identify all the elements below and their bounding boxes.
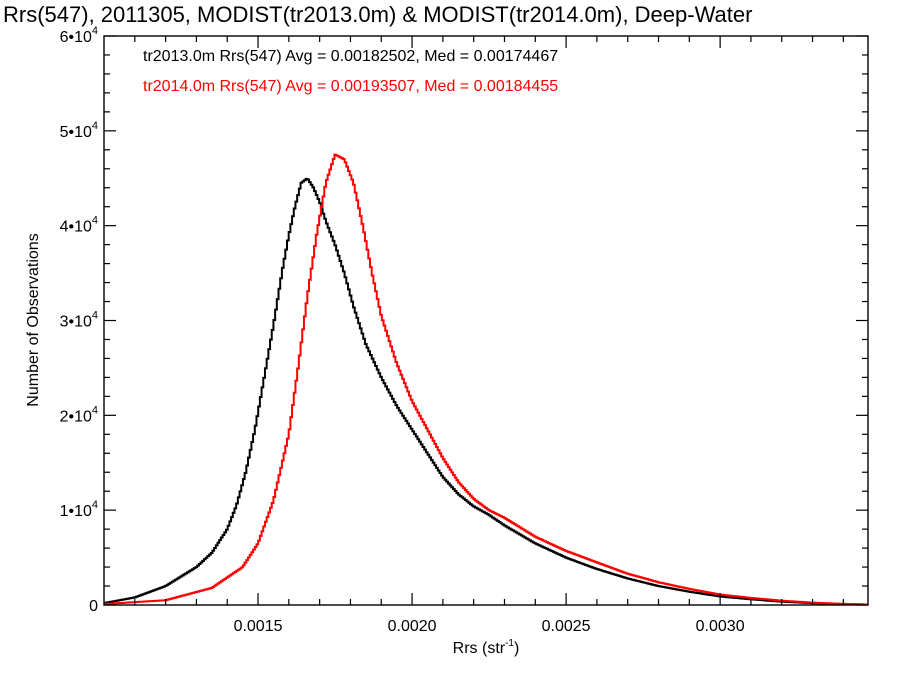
x-axis-label-base: Rrs (str (453, 640, 506, 657)
tick-layer: 0.0015 0.0020 0.0025 0.0030 0 1•104 2•104 3•104… (60, 25, 868, 635)
y-tick-label: 6•104 (60, 25, 98, 46)
series-tr2013.0m-line (104, 177, 868, 606)
x-axis-label-close: ) (514, 640, 519, 657)
y-tick-label: 3•104 (60, 310, 98, 331)
y-axis-label: Number of Observations (25, 233, 42, 406)
y-tick-label: 2•104 (60, 404, 98, 425)
x-axis-label-sup: -1 (505, 638, 514, 649)
x-tick-label: 0.0025 (542, 618, 591, 635)
y-tick-label: 4•104 (60, 215, 98, 236)
y-tick-label: 0 (89, 598, 98, 615)
x-axis-label: Rrs (str-1) (453, 638, 520, 657)
legend-entry-tr2013: tr2013.0m Rrs(547) Avg = 0.00182502, Med… (143, 48, 558, 65)
x-tick-label: 0.0030 (696, 618, 745, 635)
series-tr2014.0m-line (104, 153, 868, 606)
legend-entry-tr2014: tr2014.0m Rrs(547) Avg = 0.00193507, Med… (143, 78, 558, 95)
x-tick-label: 0.0020 (388, 618, 437, 635)
series-layer (104, 153, 868, 606)
y-tick-label: 5•104 (60, 120, 98, 141)
x-tick-label: 0.0015 (234, 618, 283, 635)
chart-title: Rrs(547), 2011305, MODIST(tr2013.0m) & M… (3, 2, 752, 27)
y-tick-label: 1•104 (60, 499, 98, 520)
